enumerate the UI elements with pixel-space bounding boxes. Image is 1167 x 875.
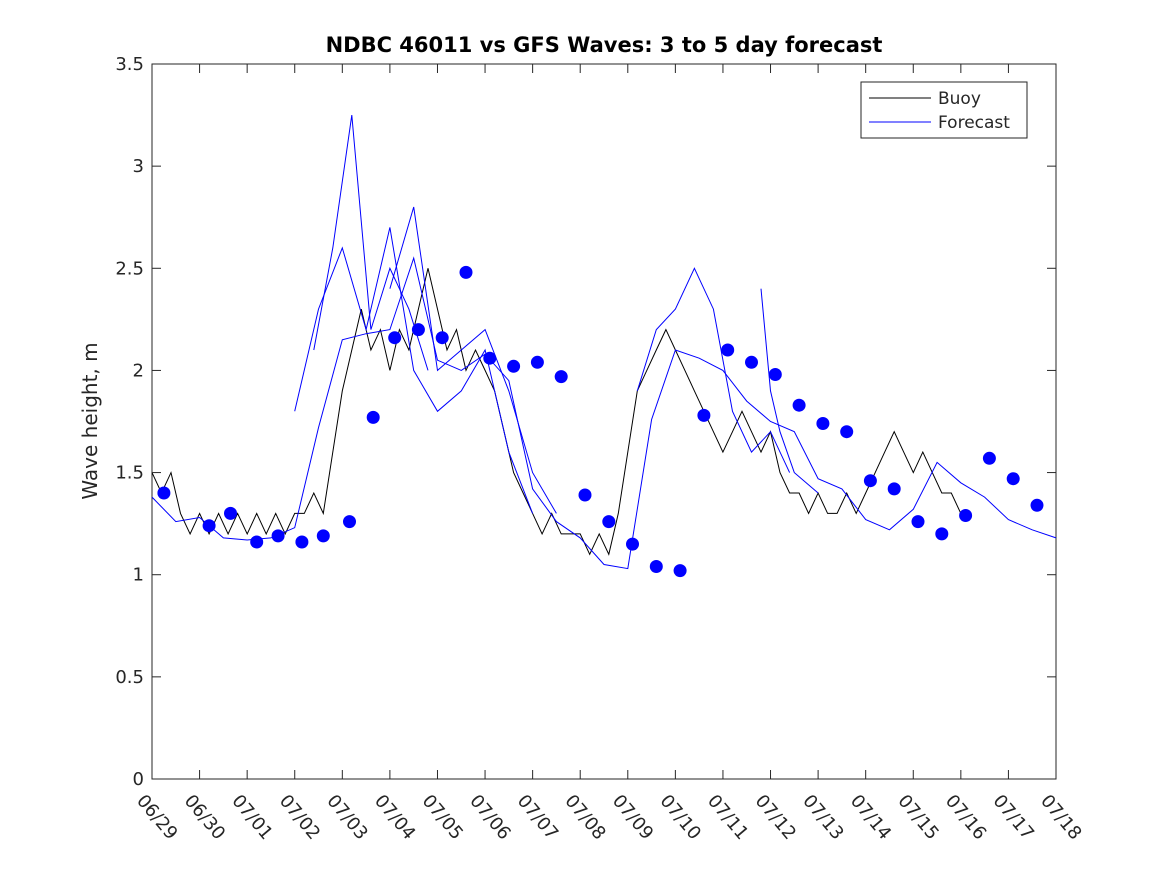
legend: Buoy Forecast — [860, 81, 1028, 139]
forecast-marker-point — [343, 515, 356, 529]
forecast-marker-point — [792, 398, 806, 412]
x-tick-label: 07/13 — [798, 791, 847, 844]
x-tick-label: 07/09 — [608, 791, 657, 844]
forecast-marker-point — [271, 529, 285, 543]
forecast-marker-point — [626, 537, 639, 551]
forecast-marker-point — [816, 417, 830, 430]
forecast-marker-point — [745, 355, 758, 369]
forecast-marker-point — [697, 408, 711, 422]
forecast-marker-point — [982, 451, 996, 465]
y-tick-label: 1.5 — [115, 463, 144, 484]
forecast-marker-point — [578, 488, 592, 502]
forecast-marker-point — [1006, 472, 1020, 486]
forecast-marker-point — [459, 265, 473, 279]
y-tick-label: 1 — [133, 565, 144, 586]
x-tick-label: 07/10 — [656, 791, 705, 844]
forecast-marker-point — [411, 323, 425, 337]
x-tick-label: 06/30 — [180, 791, 229, 844]
forecast-series-line-2 — [294, 227, 534, 514]
x-tick-label: 07/15 — [893, 791, 942, 844]
x-tick-label: 07/03 — [322, 791, 371, 844]
x-tick-label: 07/05 — [418, 791, 467, 844]
legend-forecast-label: Forecast — [938, 113, 1010, 133]
forecast-marker-point — [224, 506, 237, 520]
forecast-marker-point — [673, 564, 687, 578]
forecast-marker-point — [435, 331, 449, 345]
forecast-marker-point — [157, 486, 171, 500]
chart-title: NDBC 46011 vs GFS Waves: 3 to 5 day fore… — [326, 33, 883, 57]
y-tick-label: 2 — [133, 360, 144, 381]
x-tick-label: 07/04 — [370, 791, 419, 844]
x-tick-label: 07/06 — [465, 791, 514, 844]
x-tick-label: 07/17 — [989, 791, 1038, 844]
forecast-series-line-1 — [151, 256, 1057, 570]
forecast-series-line-3 — [313, 115, 429, 371]
y-tick-label: 3.5 — [115, 54, 144, 75]
y-tick-label: 0 — [133, 769, 144, 790]
x-tick-label: 07/07 — [513, 791, 562, 844]
x-tick-label: 07/12 — [751, 791, 800, 844]
x-tick-label: 07/08 — [560, 791, 609, 844]
forecast-series-line-5 — [636, 267, 791, 473]
forecast-marker-point — [649, 560, 663, 573]
x-tick-label: 07/02 — [275, 791, 324, 844]
forecast-marker-point — [840, 425, 854, 439]
buoy-series-line — [151, 268, 971, 556]
plot-frame — [151, 63, 1057, 780]
forecast-marker-point — [483, 351, 497, 365]
forecast-marker-point — [202, 519, 216, 533]
forecast-marker-point — [250, 535, 264, 549]
plot-area: 00.511.522.533.506/2906/3007/0107/0207/0… — [115, 54, 1085, 844]
x-tick-label: 07/11 — [703, 791, 752, 844]
forecast-marker-point — [768, 368, 782, 381]
forecast-marker-point — [863, 474, 877, 488]
forecast-marker-point — [295, 535, 309, 549]
x-tick-label: 07/01 — [227, 791, 276, 844]
forecast-marker-point — [911, 515, 925, 529]
forecast-marker-point — [530, 355, 544, 369]
forecast-marker-point — [507, 359, 521, 373]
legend-box — [860, 81, 1028, 139]
x-tick-label: 06/29 — [132, 791, 181, 844]
forecast-marker-point — [602, 515, 616, 529]
forecast-marker-point — [366, 410, 380, 424]
forecast-marker-point — [554, 370, 568, 384]
legend-buoy-label: Buoy — [938, 89, 981, 109]
forecast-marker-point — [388, 331, 402, 345]
x-tick-label: 07/14 — [846, 791, 895, 844]
forecast-series-line-6 — [760, 288, 819, 494]
forecast-series-line-4 — [389, 206, 557, 514]
forecast-marker-point — [959, 509, 973, 522]
forecast-marker-point — [1030, 498, 1044, 512]
y-tick-label: 0.5 — [115, 667, 144, 688]
forecast-marker-point — [316, 529, 330, 543]
data-layer — [151, 115, 1057, 578]
y-tick-label: 2.5 — [115, 258, 144, 279]
forecast-marker-point — [935, 527, 949, 541]
x-tick-label: 07/16 — [941, 791, 990, 844]
x-tick-label: 07/18 — [1036, 791, 1085, 844]
y-tick-label: 3 — [133, 156, 144, 177]
forecast-marker-point — [721, 343, 735, 357]
y-axis-label: Wave height, m — [78, 342, 102, 499]
forecast-marker-point — [887, 482, 901, 496]
